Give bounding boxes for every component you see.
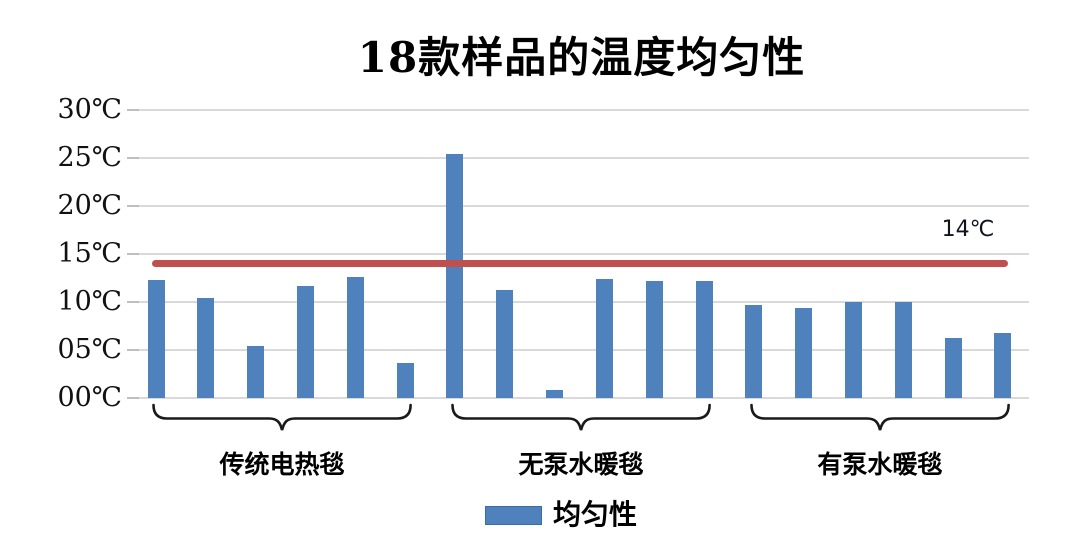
legend: 均匀性	[485, 501, 637, 529]
bar	[197, 298, 215, 398]
bar	[346, 277, 364, 398]
y-axis-tick	[127, 397, 139, 399]
y-axis-label: 25℃	[57, 142, 122, 173]
y-axis-tick	[127, 157, 139, 159]
y-axis-tick	[127, 205, 139, 207]
reference-line	[152, 260, 1008, 268]
group-brace	[451, 403, 711, 431]
y-axis-label: 30℃	[57, 94, 122, 125]
bar	[496, 289, 514, 398]
bar	[247, 346, 265, 398]
group-label: 传统电热毯	[219, 450, 345, 479]
y-axis-label: 20℃	[57, 190, 122, 221]
y-axis-label: 15℃	[57, 238, 122, 269]
legend-label: 均匀性	[553, 498, 638, 531]
y-axis-tick	[127, 349, 139, 351]
y-axis-label: 00℃	[57, 382, 122, 413]
bar	[595, 278, 613, 398]
group-brace	[750, 403, 1010, 431]
bar	[396, 363, 414, 398]
bar	[795, 307, 813, 398]
y-axis-tick	[127, 109, 139, 111]
y-axis-label: 10℃	[57, 286, 122, 317]
bar	[147, 279, 165, 398]
bar	[546, 390, 564, 398]
group-brace	[152, 403, 412, 431]
bar	[446, 154, 464, 398]
gridline	[134, 397, 1029, 399]
gridline	[134, 109, 1029, 111]
gridline	[134, 157, 1029, 159]
chart-title: 18款样品的温度均匀性	[357, 33, 806, 82]
gridline	[134, 349, 1029, 351]
y-axis-label: 05℃	[57, 334, 122, 365]
bar	[645, 280, 663, 398]
group-label: 有泵水暖毯	[817, 450, 943, 479]
group-label: 无泵水暖毯	[518, 450, 644, 479]
bar	[894, 302, 912, 398]
bar	[844, 302, 862, 398]
legend-swatch	[485, 505, 542, 525]
bar	[745, 304, 763, 398]
reference-line-label: 14℃	[941, 217, 995, 242]
bar	[296, 285, 314, 398]
gridline	[134, 253, 1029, 255]
gridline	[134, 205, 1029, 207]
bar	[994, 332, 1012, 398]
y-axis-tick	[127, 253, 139, 255]
bar	[695, 280, 713, 398]
bar	[944, 338, 962, 398]
gridline	[134, 301, 1029, 303]
y-axis-tick	[127, 301, 139, 303]
